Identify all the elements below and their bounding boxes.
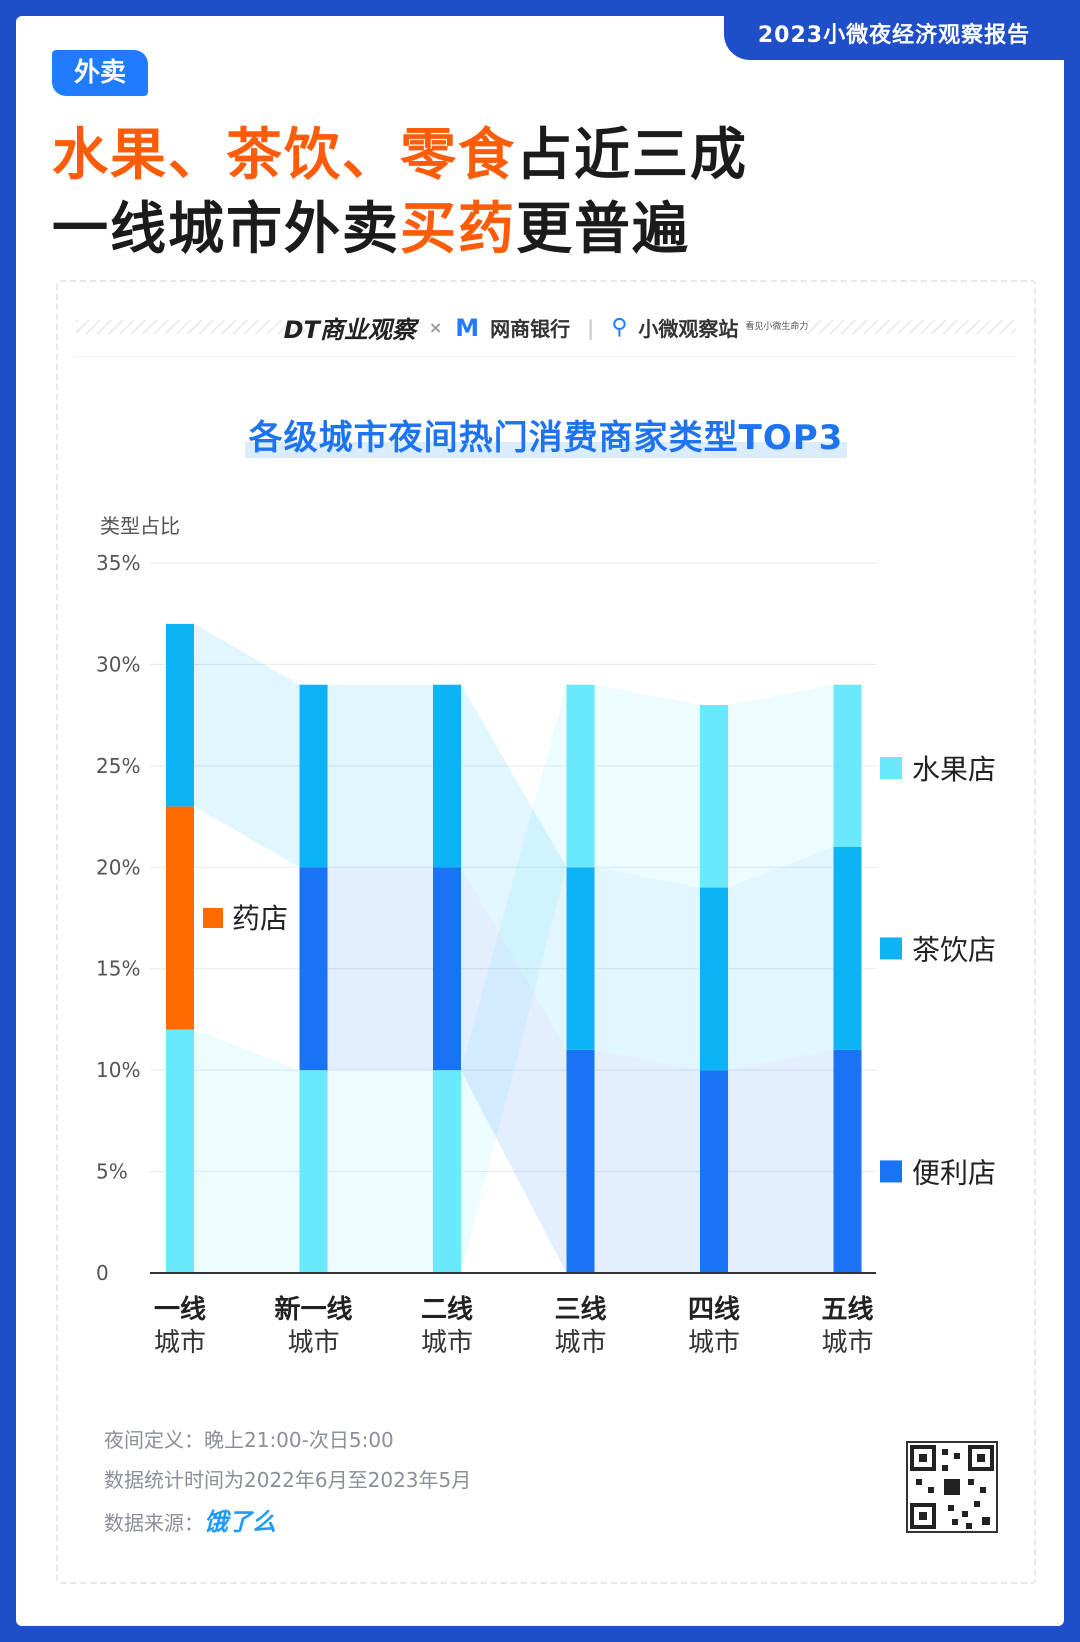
xiaowei-logo: 小微观察站 看见小微生命力 xyxy=(638,313,808,342)
bar-segment-fruit xyxy=(299,1070,328,1273)
flow-ribbon-tea xyxy=(594,867,700,1071)
y-tick-label: 30% xyxy=(96,652,140,676)
category-badge: 外卖 xyxy=(52,50,148,96)
bar-segment-convenience xyxy=(566,1049,595,1273)
flow-ribbon-tea xyxy=(194,623,300,868)
chart-title: 各级城市夜间热门消费商家类型TOP3 xyxy=(58,410,1034,459)
bar-segment-convenience xyxy=(833,1049,862,1273)
partner-logos: DT商业观察 × M 网商银行 | ⚲ 小微观察站 看见小微生命力 xyxy=(58,310,1034,350)
x-tick-label: 二线 xyxy=(421,1295,473,1325)
flow-ribbon-tea xyxy=(728,847,834,1071)
headline-segment: 水果、茶饮、零食 xyxy=(52,123,516,188)
x-tick-sublabel: 城市 xyxy=(154,1328,206,1358)
magnifier-icon: ⚲ xyxy=(611,315,628,340)
legend-label-pharmacy: 药店 xyxy=(232,902,288,935)
bar-segment-fruit xyxy=(566,684,595,868)
headline-line-1: 水果、茶饮、零食占近三成 xyxy=(52,110,748,191)
flow-ribbon-tea xyxy=(327,684,433,868)
bar-segment-fruit xyxy=(166,1029,194,1273)
flow-ribbon-convenience xyxy=(461,867,567,1273)
y-tick-label: 35% xyxy=(96,551,140,575)
x-tick-label: 四线 xyxy=(688,1295,740,1325)
wangshang-m-icon: M xyxy=(455,313,480,342)
y-tick-label: 0 xyxy=(96,1261,109,1285)
headline-line-2: 一线城市外卖买药更普遍 xyxy=(52,184,690,265)
logo-divider: | xyxy=(587,315,595,340)
bar-segment-tea xyxy=(833,847,862,1050)
flow-ribbon-fruit xyxy=(327,1070,433,1273)
flow-ribbon-fruit xyxy=(594,684,700,888)
report-tag: 2023小微夜经济观察报告 xyxy=(724,16,1064,60)
chart-panel: DT商业观察 × M 网商银行 | ⚲ 小微观察站 看见小微生命力 各级城市夜间… xyxy=(56,280,1036,1584)
xiaowei-title: 小微观察站 xyxy=(638,317,739,341)
header-divider xyxy=(76,356,1016,357)
bar-segment-convenience xyxy=(700,1070,728,1273)
bar-segment-convenience xyxy=(299,867,328,1071)
legend-label-fruit: 水果店 xyxy=(912,753,996,786)
chart-title-text: 各级城市夜间热门消费商家类型TOP3 xyxy=(244,418,848,458)
bar-segment-tea xyxy=(700,887,728,1071)
qr-code xyxy=(906,1441,998,1533)
data-period: 数据统计时间为2022年6月至2023年5月 xyxy=(104,1468,472,1492)
qr-code-graphic xyxy=(910,1445,994,1529)
legend-swatch-tea xyxy=(880,937,902,960)
y-axis-label: 类型占比 xyxy=(100,514,180,538)
x-tick-sublabel: 城市 xyxy=(554,1328,606,1358)
dt-logo: DT商业观察 xyxy=(283,316,416,344)
bar-segment-pharmacy xyxy=(166,806,194,1030)
legend-label-convenience: 便利店 xyxy=(912,1156,996,1189)
x-tick-sublabel: 城市 xyxy=(421,1328,473,1358)
legend-swatch-fruit xyxy=(880,757,902,779)
headline-segment: 一线城市外卖 xyxy=(52,197,400,262)
flow-ribbon-tea xyxy=(461,684,567,1050)
data-source-label: 数据来源： xyxy=(104,1511,204,1535)
legend-swatch-pharmacy xyxy=(203,908,223,928)
legend-swatch-convenience xyxy=(880,1160,902,1183)
headline-segment: 占近三成 xyxy=(516,123,748,188)
bar-segment-tea xyxy=(299,684,328,868)
y-tick-label: 20% xyxy=(96,855,140,879)
wangshang-logo: 网商银行 xyxy=(490,317,571,341)
bar-segment-tea xyxy=(433,684,461,868)
x-tick-label: 五线 xyxy=(821,1295,873,1325)
x-tick-sublabel: 城市 xyxy=(821,1328,873,1358)
night-definition: 夜间定义：晚上21:00-次日5:00 xyxy=(104,1428,394,1452)
data-source: 数据来源：饿了么 xyxy=(104,1502,276,1537)
flow-ribbon-fruit xyxy=(461,684,567,1273)
flow-ribbon-convenience xyxy=(327,867,433,1071)
x-tick-sublabel: 城市 xyxy=(287,1328,339,1358)
times-icon: × xyxy=(428,318,443,337)
eleme-logo: 饿了么 xyxy=(204,1508,276,1536)
y-tick-label: 25% xyxy=(96,754,140,778)
x-tick-label: 一线 xyxy=(154,1295,206,1325)
bar-segment-fruit xyxy=(833,684,862,847)
y-tick-label: 5% xyxy=(96,1160,128,1184)
flow-ribbon-fruit xyxy=(728,684,834,888)
xiaowei-subtitle: 看见小微生命力 xyxy=(745,322,809,332)
x-tick-label: 三线 xyxy=(554,1295,606,1325)
headline-segment: 买药 xyxy=(400,197,516,262)
y-tick-label: 10% xyxy=(96,1058,140,1082)
flow-ribbon-convenience xyxy=(594,1049,700,1273)
legend-label-tea: 茶饮店 xyxy=(912,933,996,966)
headline-segment: 更普遍 xyxy=(516,197,690,262)
flow-ribbon-convenience xyxy=(728,1049,834,1273)
x-tick-sublabel: 城市 xyxy=(688,1328,740,1358)
hatch-decoration-left xyxy=(76,320,306,334)
x-tick-label: 新一线 xyxy=(274,1294,352,1325)
bar-segment-fruit xyxy=(433,1070,461,1273)
flow-ribbon-fruit xyxy=(194,1029,300,1273)
bar-segment-tea xyxy=(566,867,595,1050)
y-tick-label: 15% xyxy=(96,957,140,981)
hatch-decoration-right xyxy=(786,320,1016,334)
bar-segment-tea xyxy=(166,623,194,807)
bar-segment-fruit xyxy=(700,705,728,888)
bar-segment-convenience xyxy=(433,867,461,1071)
